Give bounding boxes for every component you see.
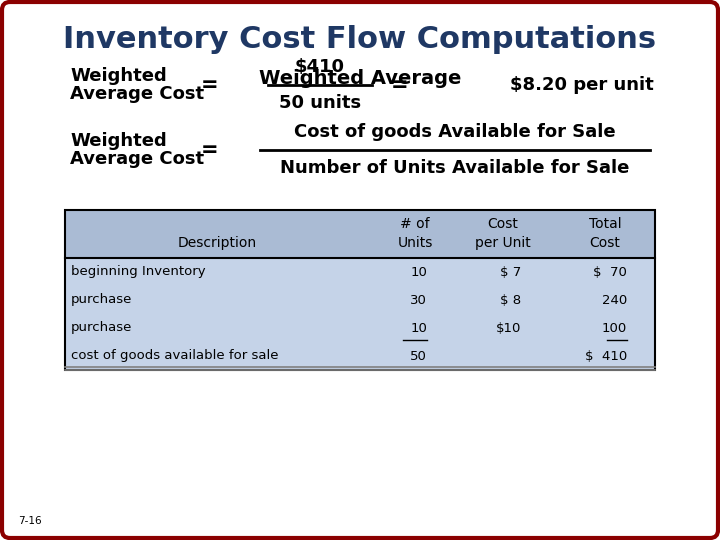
Text: Total: Total	[589, 217, 621, 231]
Text: Average Cost: Average Cost	[70, 85, 204, 103]
Text: $8.20 per unit: $8.20 per unit	[510, 76, 654, 94]
Text: =: =	[201, 75, 219, 95]
Text: purchase: purchase	[71, 321, 132, 334]
Text: purchase: purchase	[71, 294, 132, 307]
Text: $  70: $ 70	[593, 266, 627, 279]
Text: 240: 240	[602, 294, 627, 307]
Bar	[65, 286, 655, 314]
Text: Weighted: Weighted	[70, 132, 167, 150]
Text: beginning Inventory: beginning Inventory	[71, 266, 206, 279]
Text: per Unit: per Unit	[475, 236, 531, 250]
Text: Cost: Cost	[487, 217, 518, 231]
Text: 10: 10	[410, 266, 427, 279]
Text: Weighted: Weighted	[70, 67, 167, 85]
Text: Average Cost: Average Cost	[70, 150, 204, 168]
Text: Units: Units	[397, 236, 433, 250]
Text: 100: 100	[602, 321, 627, 334]
Text: # of: # of	[400, 217, 430, 231]
Text: $ 8: $ 8	[500, 294, 521, 307]
Bar	[65, 342, 655, 370]
Text: 50: 50	[410, 349, 427, 362]
Text: Description: Description	[178, 236, 257, 250]
Text: =: =	[201, 140, 219, 160]
Text: cost of goods available for sale: cost of goods available for sale	[71, 349, 279, 362]
Text: =: =	[391, 75, 409, 95]
Text: Cost: Cost	[590, 236, 621, 250]
Text: 50 units: 50 units	[279, 94, 361, 112]
Text: Number of Units Available for Sale: Number of Units Available for Sale	[280, 159, 630, 177]
Text: 10: 10	[410, 321, 427, 334]
Bar	[65, 210, 655, 258]
Text: $10: $10	[495, 321, 521, 334]
Text: $410: $410	[295, 58, 345, 76]
Bar	[65, 258, 655, 286]
Text: Inventory Cost Flow Computations: Inventory Cost Flow Computations	[63, 25, 657, 55]
Text: $  410: $ 410	[585, 349, 627, 362]
Bar	[65, 210, 655, 370]
Text: Weighted Average: Weighted Average	[258, 69, 462, 87]
Text: Cost of goods Available for Sale: Cost of goods Available for Sale	[294, 123, 616, 141]
Text: $ 7: $ 7	[500, 266, 521, 279]
Text: 30: 30	[410, 294, 427, 307]
Bar	[65, 314, 655, 342]
Text: 7-16: 7-16	[18, 516, 42, 526]
